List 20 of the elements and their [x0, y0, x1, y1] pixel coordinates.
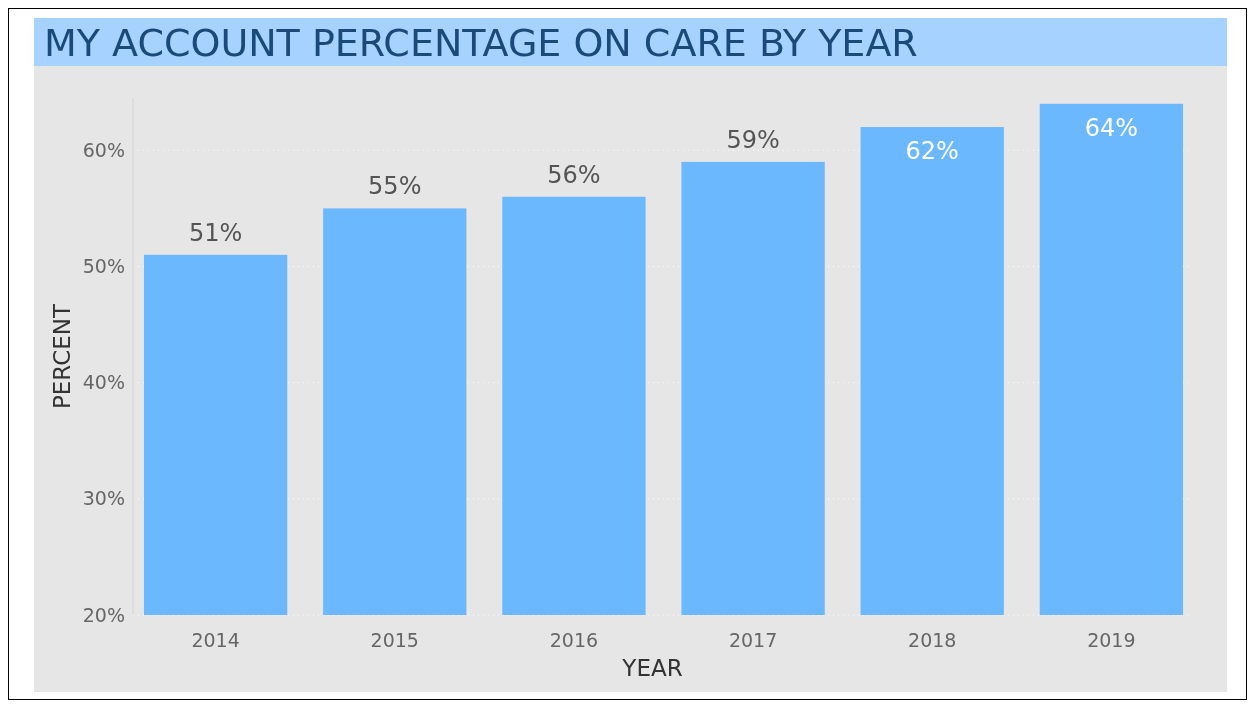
y-axis-title: PERCENT [49, 303, 75, 410]
data-label: 59% [726, 125, 780, 154]
y-tick-label: 60% [82, 138, 125, 161]
x-axis-title: YEAR [621, 655, 683, 681]
data-label: 56% [547, 160, 601, 189]
x-tick-label: 2017 [728, 629, 778, 651]
x-tick-label: 2014 [191, 629, 240, 651]
data-label: 51% [188, 218, 243, 247]
y-tick-label: 50% [82, 255, 125, 278]
y-tick-label: 30% [82, 487, 125, 510]
x-tick-label: 2018 [908, 629, 957, 651]
x-tick-label: 2019 [1087, 629, 1136, 651]
y-tick-label: 40% [82, 371, 125, 394]
data-label: 64% [1084, 113, 1139, 142]
chart-title: MY ACCOUNT PERCENTAGE ON CARE BY YEAR [44, 21, 918, 65]
y-tick-label: 20% [82, 603, 125, 626]
x-tick-label: 2016 [549, 629, 599, 651]
data-label: 55% [368, 172, 422, 201]
x-tick-label: 2015 [370, 629, 419, 651]
data-label: 62% [905, 137, 959, 166]
